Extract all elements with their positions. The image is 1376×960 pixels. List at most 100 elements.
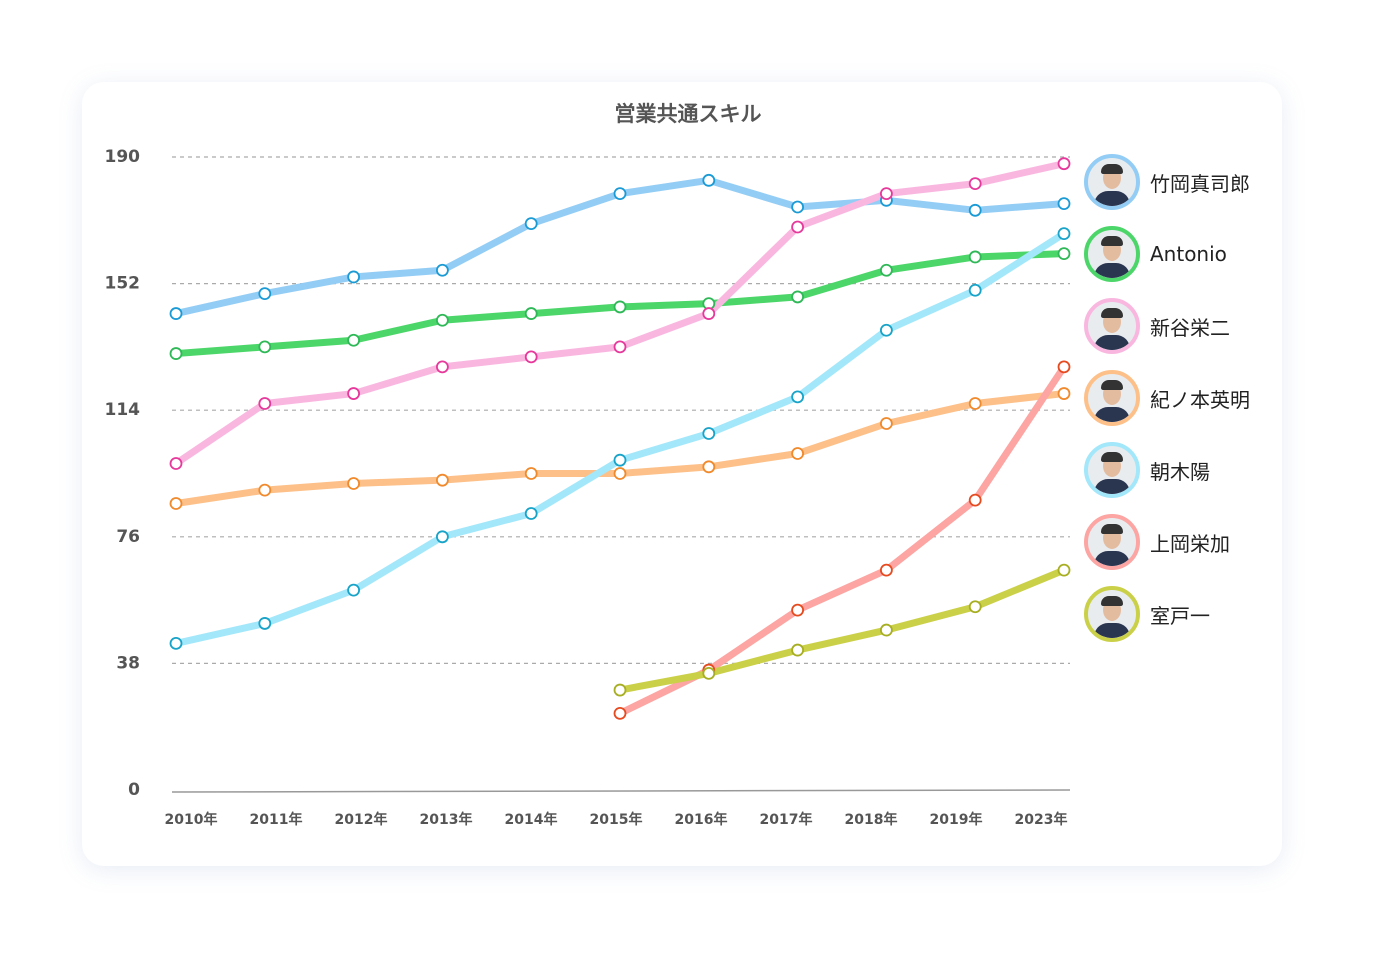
avatar: [1084, 226, 1140, 282]
data-point: [347, 270, 361, 284]
series-line-6: [616, 566, 1068, 694]
legend-item: 紀ノ本英明: [1084, 362, 1250, 434]
data-point: [880, 623, 893, 637]
y-tick-label: 76: [116, 527, 140, 547]
avatar: [1084, 442, 1140, 498]
legend-item: 上岡栄加: [1084, 506, 1250, 578]
data-point: [524, 467, 538, 480]
y-tick-label: 152: [105, 274, 141, 294]
legend-label: 竹岡真司郎: [1150, 171, 1250, 196]
data-point: [791, 603, 804, 617]
data-point: [968, 600, 982, 614]
x-tick-label: 2011年: [250, 811, 303, 828]
legend-item: 室戸一: [1084, 578, 1250, 650]
legend-item: 朝木陽: [1084, 434, 1250, 506]
data-point: [435, 530, 449, 544]
x-tick-label: 2012年: [335, 811, 388, 828]
legend-item: 新谷栄二: [1084, 290, 1250, 362]
data-point: [613, 467, 627, 480]
avatar: [1084, 370, 1140, 426]
data-point: [968, 283, 982, 297]
data-point: [968, 493, 982, 507]
y-tick-label: 190: [105, 147, 141, 167]
data-point: [791, 390, 804, 404]
data-point: [169, 637, 183, 650]
series-line-4: [172, 230, 1068, 647]
data-point: [880, 263, 893, 277]
data-point: [613, 300, 627, 314]
data-point: [1057, 563, 1071, 577]
data-point: [1057, 227, 1071, 241]
data-point: [524, 217, 538, 231]
legend: 竹岡真司郎 Antonio 新谷栄二紀ノ本英明朝木陽上岡栄加室戸一: [1084, 146, 1250, 650]
data-point: [702, 666, 716, 680]
data-point: [258, 397, 272, 410]
y-tick-label: 38: [116, 653, 140, 673]
legend-label: 紀ノ本英明: [1150, 387, 1250, 412]
legend-label: 新谷栄二: [1150, 315, 1230, 340]
data-point: [435, 473, 449, 487]
data-point: [169, 457, 183, 470]
data-point: [968, 177, 982, 191]
legend-label: 室戸一: [1150, 603, 1210, 628]
data-point: [791, 290, 804, 304]
data-point: [702, 307, 716, 320]
data-point: [435, 313, 449, 327]
chart-card: [82, 82, 1282, 866]
avatar: [1084, 154, 1140, 210]
chart-title: 営業共通スキル: [614, 102, 762, 126]
y-tick-label: 114: [105, 400, 141, 420]
data-point: [347, 387, 361, 400]
data-point: [258, 340, 272, 354]
avatar: [1084, 298, 1140, 354]
series-line-0: [172, 176, 1068, 318]
data-point: [613, 187, 627, 201]
data-point: [702, 460, 716, 474]
data-point: [880, 187, 893, 201]
data-point: [791, 447, 804, 460]
data-point: [169, 497, 183, 510]
legend-label: 朝木陽: [1150, 459, 1210, 484]
data-point: [613, 706, 627, 720]
data-point: [613, 340, 627, 354]
data-point: [791, 643, 804, 657]
data-point: [1057, 387, 1071, 400]
data-point: [791, 220, 804, 234]
legend-label: Antonio: [1150, 242, 1227, 266]
data-point: [968, 250, 982, 264]
data-point: [968, 203, 982, 217]
x-tick-label: 2016年: [675, 811, 728, 828]
legend-item: 竹岡真司郎: [1084, 146, 1250, 218]
data-point: [169, 347, 183, 360]
x-axis-line: [171, 789, 1071, 793]
legend-label: 上岡栄加: [1150, 531, 1230, 556]
data-point: [347, 333, 361, 347]
x-tick-label: 2015年: [590, 811, 643, 828]
data-point: [702, 427, 716, 440]
data-point: [1057, 360, 1071, 374]
data-point: [880, 563, 893, 577]
data-point: [347, 583, 361, 597]
legend-item: Antonio: [1084, 218, 1250, 290]
data-point: [435, 360, 449, 374]
data-point: [702, 173, 716, 187]
data-point: [1057, 247, 1071, 261]
x-tick-label: 2018年: [845, 811, 898, 828]
x-tick-label: 2010年: [165, 811, 218, 828]
data-point: [524, 307, 538, 320]
avatar: [1084, 586, 1140, 642]
data-point: [1057, 157, 1071, 171]
data-point: [258, 483, 272, 497]
x-tick-label: 2019年: [930, 811, 983, 828]
x-tick-label: 2014年: [505, 811, 558, 828]
data-point: [347, 477, 361, 490]
series-line-5: [616, 363, 1068, 717]
data-point: [791, 200, 804, 214]
data-point: [613, 683, 627, 697]
x-tick-label: 2017年: [760, 811, 813, 828]
data-point: [258, 617, 272, 630]
data-point: [524, 350, 538, 364]
x-tick-label: 2013年: [420, 811, 473, 828]
x-tick-label: 2023年: [1015, 811, 1068, 828]
